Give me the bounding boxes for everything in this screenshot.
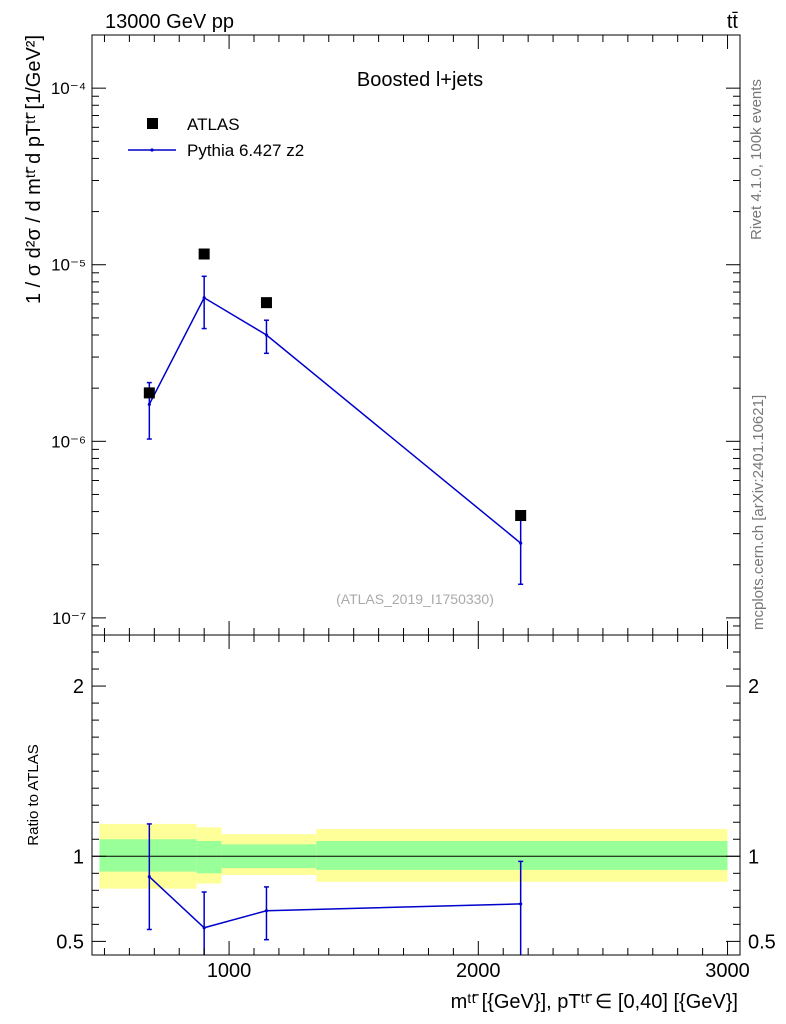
ratio-y-axis-label: Ratio to ATLAS [25, 744, 42, 845]
process-label: tt̄ [727, 11, 739, 33]
main-axis-ticks [92, 34, 740, 636]
mc-point [147, 402, 151, 406]
ratio-y-tick-label-right: 1 [748, 846, 759, 868]
main-y-tick-label: 10⁻⁶ [51, 432, 86, 451]
ratio-tick-labels: 0.5 0.5 1 1 2 2 1000 2000 3000 [56, 676, 776, 982]
ratio-point [264, 909, 269, 913]
legend-atlas-label: ATLAS [187, 115, 240, 134]
main-y-tick-label: 10⁻⁴ [51, 79, 86, 98]
mcplots-label: mcplots.cern.ch [arXiv:2401.10621] [750, 395, 767, 630]
ratio-inner-band [99, 839, 197, 872]
ratio-point [519, 902, 523, 906]
x-tick-label: 3000 [705, 960, 750, 982]
legend-atlas-marker [147, 118, 158, 129]
main-y-tick-label: 10⁻⁷ [52, 609, 86, 628]
ratio-point [147, 875, 151, 879]
atlas-data-point [260, 297, 272, 309]
watermark: (ATLAS_2019_I1750330) [336, 591, 494, 607]
x-axis-label: mᵗᵗ̄ [{GeV}], pTᵗᵗ̄ ∈ [0,40] [{GeV}] [451, 991, 738, 1013]
main-y-tick-label: 10⁻⁵ [51, 256, 86, 275]
mc-series [146, 275, 524, 586]
mc-line [148, 296, 522, 544]
ratio-plot-panel: 0.5 0.5 1 1 2 2 1000 2000 3000 Ratio to ATLAS mᵗ… [25, 634, 776, 1013]
ratio-point [202, 926, 206, 930]
ratio-y-tick-label-right: 2 [748, 676, 759, 698]
rivet-label: Rivet 4.1.0, 100k events [748, 79, 765, 240]
main-y-tick-labels: 10⁻⁷ 10⁻⁶ 10⁻⁵ 10⁻⁴ [51, 79, 86, 628]
ratio-mc-series [146, 823, 524, 955]
x-tick-label: 1000 [207, 960, 252, 982]
ratio-plot-frame [91, 634, 741, 956]
legend: ATLAS Pythia 6.427 z2 [128, 115, 304, 160]
mc-point [202, 296, 206, 300]
mc-point [264, 333, 269, 337]
ratio-y-tick-label-right: 0.5 [748, 931, 776, 953]
ratio-line [148, 876, 521, 929]
x-tick-label: 2000 [456, 960, 501, 982]
main-y-axis-label: 1 / σ d²σ / d mᵗᵗ̄ d pTᵗᵗ̄ [1/GeV²] [23, 35, 45, 304]
ratio-y-tick-label-left: 1 [73, 846, 84, 868]
legend-mc-dot [150, 148, 154, 152]
atlas-data-point [515, 510, 527, 522]
mc-point [519, 541, 523, 545]
atlas-data-point [198, 248, 210, 260]
atlas-series [143, 248, 527, 522]
legend-mc-label: Pythia 6.427 z2 [187, 141, 304, 160]
ratio-axis-ticks [92, 635, 740, 955]
ratio-inner-band [196, 840, 222, 874]
main-title: Boosted l+jets [357, 69, 483, 91]
energy-label: 13000 GeV pp [105, 11, 234, 33]
atlas-data-point [143, 387, 155, 399]
ratio-y-tick-label-left: 0.5 [56, 931, 84, 953]
ratio-y-tick-label-left: 2 [73, 676, 84, 698]
ratio-inner-band [316, 840, 728, 870]
main-plot-panel: 10⁻⁷ 10⁻⁶ 10⁻⁵ 10⁻⁴ Boosted l+jets (ATLAS_2… [23, 34, 741, 636]
